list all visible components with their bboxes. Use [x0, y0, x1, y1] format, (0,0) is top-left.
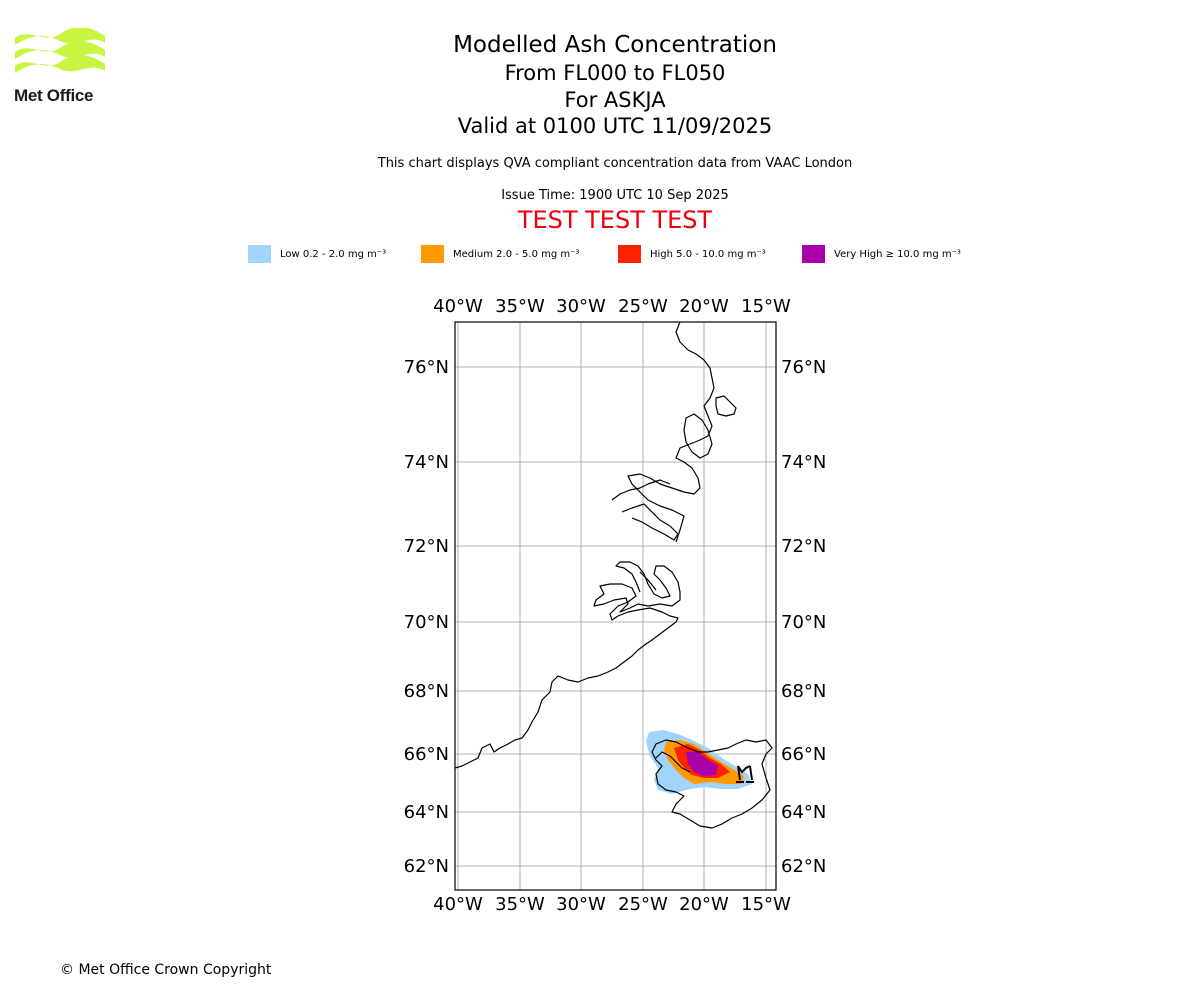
bottom-longitude-labels: 40°W 35°W 30°W 25°W 20°W 15°W [433, 894, 791, 915]
greenland-east-coast [454, 561, 681, 769]
lat-label-left-74n: 74°N [404, 452, 449, 473]
greenland-fjord-2 [621, 503, 679, 541]
iceland-coast [651, 739, 773, 829]
lat-label-right-64n: 64°N [781, 802, 826, 823]
legend-label-high: High 5.0 - 10.0 mg m⁻³ [650, 248, 766, 260]
lat-label-left-62n: 62°N [404, 856, 449, 877]
lat-label-right-76n: 76°N [781, 357, 826, 378]
lon-label-top-30w: 30°W [556, 296, 606, 317]
lon-label-top-35w: 35°W [495, 296, 545, 317]
coastlines [454, 321, 773, 829]
met-office-logo: Met Office [14, 28, 108, 106]
lon-label-bottom-20w: 20°W [679, 894, 729, 915]
volcano-marker-icon [736, 765, 754, 783]
top-longitude-labels: 40°W 35°W 30°W 25°W 20°W 15°W [433, 296, 791, 317]
lon-label-bottom-15w: 15°W [741, 894, 791, 915]
lat-label-right-74n: 74°N [781, 452, 826, 473]
legend-swatch-medium [421, 245, 444, 263]
lat-label-right-62n: 62°N [781, 856, 826, 877]
lat-label-left-68n: 68°N [404, 681, 449, 702]
lat-label-left-64n: 64°N [404, 802, 449, 823]
lon-label-top-20w: 20°W [679, 296, 729, 317]
legend-item-very-high: Very High ≥ 10.0 mg m⁻³ [802, 244, 961, 264]
lat-label-right-72n: 72°N [781, 536, 826, 557]
iceland-westfjords [655, 751, 691, 773]
ash-region-very-high [686, 752, 718, 776]
issue-time: Issue Time: 1900 UTC 10 Sep 2025 [501, 187, 729, 203]
copyright-notice: © Met Office Crown Copyright [60, 962, 272, 978]
lat-label-left-76n: 76°N [404, 357, 449, 378]
greenland-island-northeast [683, 413, 713, 459]
flight-level-range: From FL000 to FL050 [504, 61, 726, 85]
left-latitude-labels: 76°N 74°N 72°N 70°N 68°N 66°N 64°N 62°N [404, 357, 449, 877]
lon-label-top-15w: 15°W [741, 296, 791, 317]
legend-swatch-high [618, 245, 641, 263]
legend-label-low: Low 0.2 - 2.0 mg m⁻³ [280, 248, 387, 260]
ash-plume [646, 730, 752, 794]
lat-label-left-72n: 72°N [404, 536, 449, 557]
map-gridlines [455, 322, 776, 890]
volcano-name: For ASKJA [564, 87, 666, 112]
right-latitude-labels: 76°N 74°N 72°N 70°N 68°N 66°N 64°N 62°N [781, 357, 826, 877]
greenland-fjord-1 [611, 479, 671, 501]
map-frame [454, 321, 777, 891]
greenland-island-north [715, 395, 737, 417]
legend-item-high: High 5.0 - 10.0 mg m⁻³ [618, 244, 766, 264]
compliance-note: This chart displays QVA compliant concen… [377, 155, 853, 171]
lat-label-left-66n: 66°N [404, 744, 449, 765]
test-banner: TEST TEST TEST [517, 205, 713, 234]
legend-swatch-very-high [802, 245, 825, 263]
lat-label-left-70n: 70°N [404, 612, 449, 633]
greenland-northeast-coast [627, 321, 715, 543]
lat-label-right-68n: 68°N [781, 681, 826, 702]
chart-title: Modelled Ash Concentration [453, 32, 777, 58]
valid-time: Valid at 0100 UTC 11/09/2025 [457, 114, 773, 138]
met-office-logo-text: Met Office [14, 86, 94, 105]
lat-label-right-70n: 70°N [781, 612, 826, 633]
lon-label-bottom-35w: 35°W [495, 894, 545, 915]
met-office-waves-icon [15, 28, 105, 73]
lon-label-top-40w: 40°W [433, 296, 483, 317]
chart-header: Modelled Ash Concentration From FL000 to… [0, 30, 1200, 234]
legend-item-medium: Medium 2.0 - 5.0 mg m⁻³ [421, 244, 579, 264]
lon-label-bottom-40w: 40°W [433, 894, 483, 915]
legend-label-medium: Medium 2.0 - 5.0 mg m⁻³ [453, 248, 580, 260]
legend-item-low: Low 0.2 - 2.0 mg m⁻³ [248, 244, 386, 264]
legend-swatch-low [248, 245, 271, 263]
lon-label-top-25w: 25°W [618, 296, 668, 317]
greenland-fjord-3 [639, 571, 657, 591]
lon-label-bottom-30w: 30°W [556, 894, 606, 915]
lat-label-right-66n: 66°N [781, 744, 826, 765]
legend-label-very-high: Very High ≥ 10.0 mg m⁻³ [834, 248, 961, 260]
lon-label-bottom-25w: 25°W [618, 894, 668, 915]
